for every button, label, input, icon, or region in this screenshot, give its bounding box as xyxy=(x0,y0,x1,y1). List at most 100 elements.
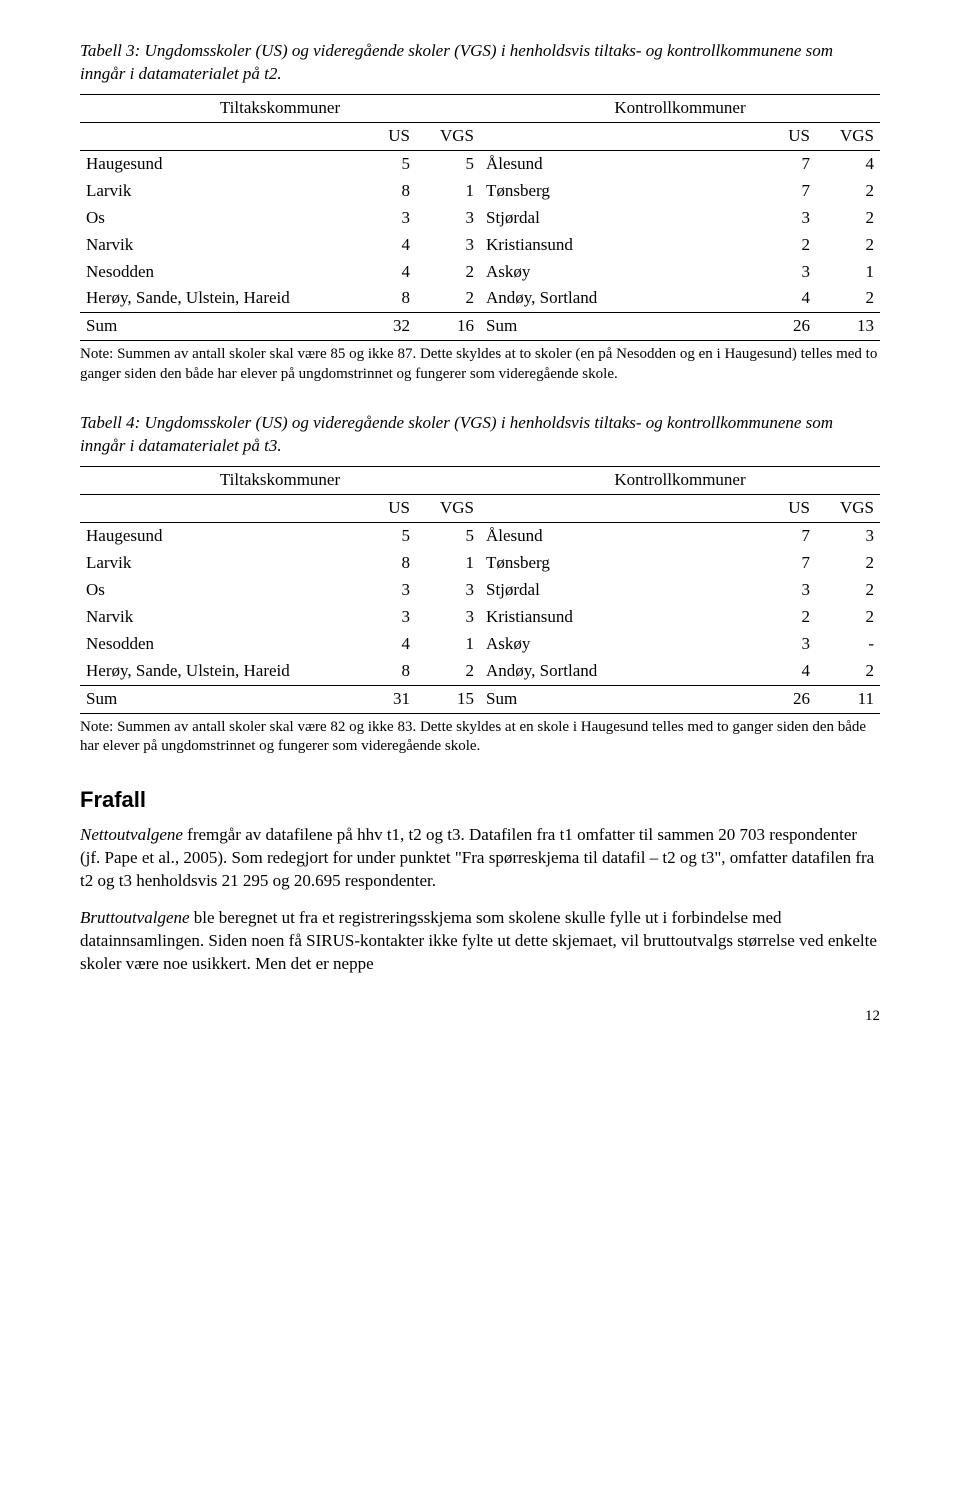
table3-sum-lu: 32 xyxy=(352,313,416,341)
table-row: Haugesund55Ålesund73 xyxy=(80,523,880,550)
para1-rest: fremgår av datafilene på hhv t1, t2 og t… xyxy=(80,825,874,890)
table3-col-us-l: US xyxy=(352,122,416,150)
cell-rv: 2 xyxy=(816,550,880,577)
table3-spacer xyxy=(480,122,752,150)
table4-sum-l: Sum xyxy=(80,685,352,713)
cell-lu: 3 xyxy=(352,577,416,604)
cell-rname: Stjørdal xyxy=(480,205,752,232)
para2-rest: ble beregnet ut fra et registreringsskje… xyxy=(80,908,877,973)
cell-rname: Kristiansund xyxy=(480,604,752,631)
table4-sum-ru: 26 xyxy=(752,685,816,713)
cell-lname: Narvik xyxy=(80,232,352,259)
table3-sum-rv: 13 xyxy=(816,313,880,341)
table3-head-left: Tiltakskommuner xyxy=(80,94,480,122)
cell-lname: Narvik xyxy=(80,604,352,631)
cell-rv: 3 xyxy=(816,523,880,550)
table4-sum-r: Sum xyxy=(480,685,752,713)
cell-lv: 1 xyxy=(416,550,480,577)
cell-ru: 3 xyxy=(752,577,816,604)
cell-rname: Ålesund xyxy=(480,150,752,177)
para1-lead: Nettoutvalgene xyxy=(80,825,183,844)
section-heading-frafall: Frafall xyxy=(80,785,880,815)
table4-note: Note: Summen av antall skoler skal være … xyxy=(80,718,880,757)
table3-col-vgs-l: VGS xyxy=(416,122,480,150)
table4-sum-rv: 11 xyxy=(816,685,880,713)
table-row: Herøy, Sande, Ulstein, Hareid82Andøy, So… xyxy=(80,285,880,312)
table4-spacer xyxy=(80,495,352,523)
cell-lname: Herøy, Sande, Ulstein, Hareid xyxy=(80,285,352,312)
table4-col-us-r: US xyxy=(752,495,816,523)
table-row: Os33Stjørdal32 xyxy=(80,577,880,604)
table3-spacer xyxy=(80,122,352,150)
cell-lu: 4 xyxy=(352,259,416,286)
cell-rname: Stjørdal xyxy=(480,577,752,604)
table4-col-us-l: US xyxy=(352,495,416,523)
table4-caption: Tabell 4: Ungdomsskoler (US) og videregå… xyxy=(80,412,880,458)
table-row: Larvik81Tønsberg72 xyxy=(80,550,880,577)
cell-rname: Ålesund xyxy=(480,523,752,550)
table-row: Larvik81Tønsberg72 xyxy=(80,178,880,205)
cell-lu: 8 xyxy=(352,178,416,205)
cell-lname: Larvik xyxy=(80,550,352,577)
cell-ru: 2 xyxy=(752,232,816,259)
table-row: Narvik43Kristiansund22 xyxy=(80,232,880,259)
cell-rname: Kristiansund xyxy=(480,232,752,259)
table-row: Herøy, Sande, Ulstein, Hareid82Andøy, So… xyxy=(80,658,880,685)
cell-rv: - xyxy=(816,631,880,658)
cell-lv: 1 xyxy=(416,178,480,205)
cell-ru: 7 xyxy=(752,178,816,205)
table-row: Nesodden41Askøy3- xyxy=(80,631,880,658)
cell-rv: 2 xyxy=(816,577,880,604)
cell-lu: 3 xyxy=(352,604,416,631)
cell-lv: 3 xyxy=(416,577,480,604)
table4-spacer xyxy=(480,495,752,523)
cell-lu: 5 xyxy=(352,523,416,550)
table4: Tiltakskommuner Kontrollkommuner US VGS … xyxy=(80,466,880,713)
cell-ru: 4 xyxy=(752,285,816,312)
cell-rv: 2 xyxy=(816,205,880,232)
cell-rname: Askøy xyxy=(480,259,752,286)
cell-rv: 2 xyxy=(816,285,880,312)
cell-rname: Andøy, Sortland xyxy=(480,658,752,685)
table4-head-right: Kontrollkommuner xyxy=(480,467,880,495)
cell-ru: 3 xyxy=(752,631,816,658)
cell-lu: 8 xyxy=(352,658,416,685)
table4-sum-lv: 15 xyxy=(416,685,480,713)
cell-lv: 1 xyxy=(416,631,480,658)
cell-lu: 3 xyxy=(352,205,416,232)
cell-lname: Os xyxy=(80,577,352,604)
cell-lv: 3 xyxy=(416,232,480,259)
cell-rname: Tønsberg xyxy=(480,178,752,205)
cell-lv: 3 xyxy=(416,604,480,631)
table3: Tiltakskommuner Kontrollkommuner US VGS … xyxy=(80,94,880,341)
cell-lname: Nesodden xyxy=(80,631,352,658)
table3-sum-lv: 16 xyxy=(416,313,480,341)
cell-ru: 3 xyxy=(752,205,816,232)
table3-note: Note: Summen av antall skoler skal være … xyxy=(80,345,880,384)
cell-rv: 2 xyxy=(816,232,880,259)
table4-sum-lu: 31 xyxy=(352,685,416,713)
table3-col-us-r: US xyxy=(752,122,816,150)
cell-lname: Larvik xyxy=(80,178,352,205)
cell-ru: 7 xyxy=(752,550,816,577)
cell-rv: 2 xyxy=(816,604,880,631)
table-row: Nesodden42Askøy31 xyxy=(80,259,880,286)
paragraph-2: Bruttoutvalgene ble beregnet ut fra et r… xyxy=(80,907,880,976)
cell-lv: 2 xyxy=(416,658,480,685)
cell-rv: 4 xyxy=(816,150,880,177)
cell-ru: 7 xyxy=(752,150,816,177)
table4-col-vgs-l: VGS xyxy=(416,495,480,523)
cell-lu: 4 xyxy=(352,232,416,259)
page-number: 12 xyxy=(80,1006,880,1026)
table3-sum-ru: 26 xyxy=(752,313,816,341)
cell-lv: 5 xyxy=(416,150,480,177)
cell-lname: Haugesund xyxy=(80,150,352,177)
cell-lv: 5 xyxy=(416,523,480,550)
table3-caption: Tabell 3: Ungdomsskoler (US) og videregå… xyxy=(80,40,880,86)
cell-rname: Askøy xyxy=(480,631,752,658)
table3-sum-r: Sum xyxy=(480,313,752,341)
cell-rv: 1 xyxy=(816,259,880,286)
cell-lu: 8 xyxy=(352,550,416,577)
cell-lname: Herøy, Sande, Ulstein, Hareid xyxy=(80,658,352,685)
table-row: Haugesund55Ålesund74 xyxy=(80,150,880,177)
